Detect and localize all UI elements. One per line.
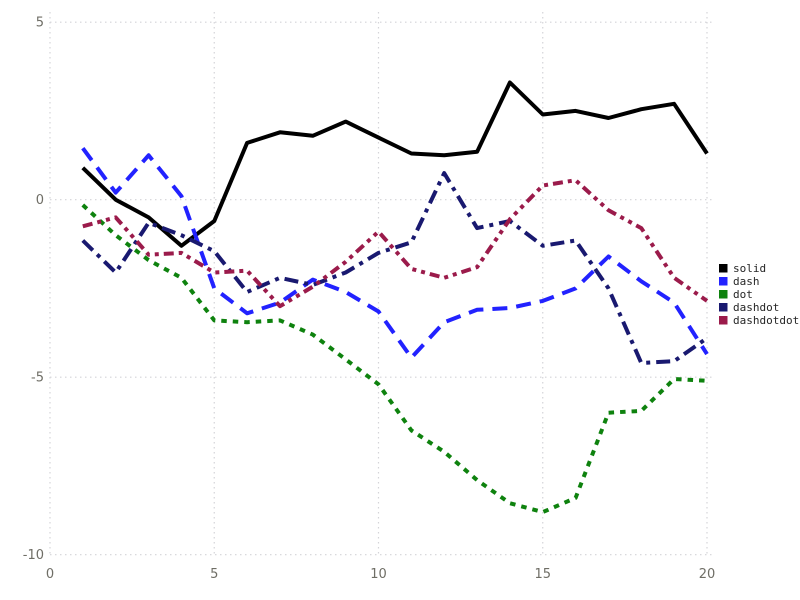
x-tick-label: 10 [370, 567, 387, 582]
series-line-dashdotdot [82, 178, 709, 309]
legend-swatch-icon [719, 290, 728, 299]
x-tick-label: 20 [699, 567, 716, 582]
legend-item-label: dash [733, 275, 760, 288]
legend-swatch-icon [719, 277, 728, 286]
series-lines-layer [81, 80, 709, 515]
series-line-solid [81, 80, 709, 248]
y-tick-label: -5 [31, 371, 44, 386]
y-tick-label: 0 [36, 193, 44, 208]
x-tick-label: 0 [46, 567, 54, 582]
legend-item-solid: solid [719, 262, 766, 275]
legend-item-label: dashdot [733, 301, 779, 314]
legend-item-label: solid [733, 262, 766, 275]
legend-item-dash: dash [719, 275, 760, 288]
x-tick-label: 5 [210, 567, 218, 582]
tick-labels-layer: 0 5 10 15 20 5 0 -5 -10 [23, 16, 716, 582]
legend-swatch-icon [719, 316, 728, 325]
x-tick-label: 15 [534, 567, 551, 582]
legend-item-dashdotdot: dashdotdot [719, 314, 799, 327]
legend-item-dot: dot [719, 288, 753, 301]
y-tick-label: -10 [23, 548, 44, 563]
y-tick-label: 5 [36, 16, 44, 31]
series-line-dashdot [81, 171, 709, 365]
legend-item-label: dashdotdot [733, 314, 799, 327]
legend-item-dashdot: dashdot [719, 301, 779, 314]
legend-swatch-icon [719, 303, 728, 312]
series-line-dot [81, 203, 708, 515]
gridlines-layer [49, 12, 712, 556]
legend-item-label: dot [733, 288, 753, 301]
series-line-dash [81, 147, 709, 360]
legend-swatch-icon [719, 264, 728, 273]
